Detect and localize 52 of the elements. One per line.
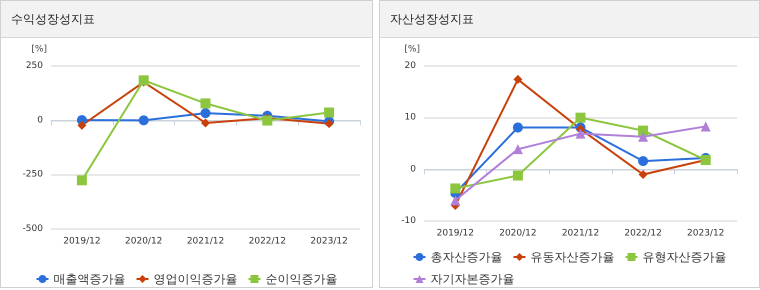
point: [450, 183, 460, 194]
y-axis-title: [%]: [31, 44, 47, 54]
point: [138, 115, 149, 126]
y-tick-label: -10: [401, 216, 416, 226]
point: [77, 120, 86, 130]
x-tick-label: 2019/12: [63, 236, 101, 246]
point: [200, 98, 210, 108]
point: [324, 119, 334, 128]
point: [512, 170, 523, 181]
legend-label: 순이익증가율: [266, 272, 338, 286]
x-tick-label: 2022/12: [248, 236, 286, 246]
y-axis-title: [%]: [404, 44, 420, 54]
point: [262, 116, 272, 126]
x-tick-label: 2020/12: [499, 228, 537, 238]
point: [200, 108, 210, 118]
x-tick-label: 2023/12: [687, 228, 724, 238]
point: [513, 74, 522, 84]
point: [450, 195, 460, 206]
y-tick-label: 0: [37, 115, 44, 126]
y-tick-label: 20: [404, 61, 416, 71]
y-tick-label: 250: [26, 61, 44, 71]
x-tick-label: 2021/12: [562, 228, 600, 238]
point: [324, 108, 334, 118]
x-tick-label: 2023/12: [310, 236, 348, 246]
point: [638, 156, 648, 166]
point: [700, 121, 711, 132]
legend-label: 총자산증가율: [430, 250, 502, 264]
chart-title: 수익성장성지표: [1, 1, 372, 38]
point: [138, 75, 149, 86]
point: [576, 128, 586, 139]
y-tick-label: -500: [22, 224, 44, 234]
point: [638, 132, 648, 142]
legend-label: 영업이익증가율: [154, 272, 238, 286]
point: [512, 122, 523, 132]
x-tick-label: 2019/12: [436, 228, 474, 238]
legend-label: 자기자본증가율: [430, 272, 514, 286]
legend-label: 유동자산증가율: [530, 250, 614, 264]
x-tick-label: 2020/12: [125, 236, 162, 246]
y-tick-label: 10: [404, 112, 416, 123]
point: [201, 118, 210, 128]
point: [638, 170, 648, 179]
x-tick-label: 2022/12: [624, 228, 662, 238]
point: [638, 126, 648, 136]
point: [512, 144, 523, 154]
legend-label: 유형자산증가율: [642, 250, 726, 264]
legend-label: 매출액증가율: [54, 272, 126, 286]
point: [576, 112, 586, 123]
x-tick-label: 2021/12: [186, 236, 224, 246]
point: [76, 175, 87, 186]
y-tick-label: 0: [410, 164, 416, 174]
chart-title: 자산성장성지표: [380, 1, 759, 38]
y-tick-label: -250: [22, 170, 44, 180]
